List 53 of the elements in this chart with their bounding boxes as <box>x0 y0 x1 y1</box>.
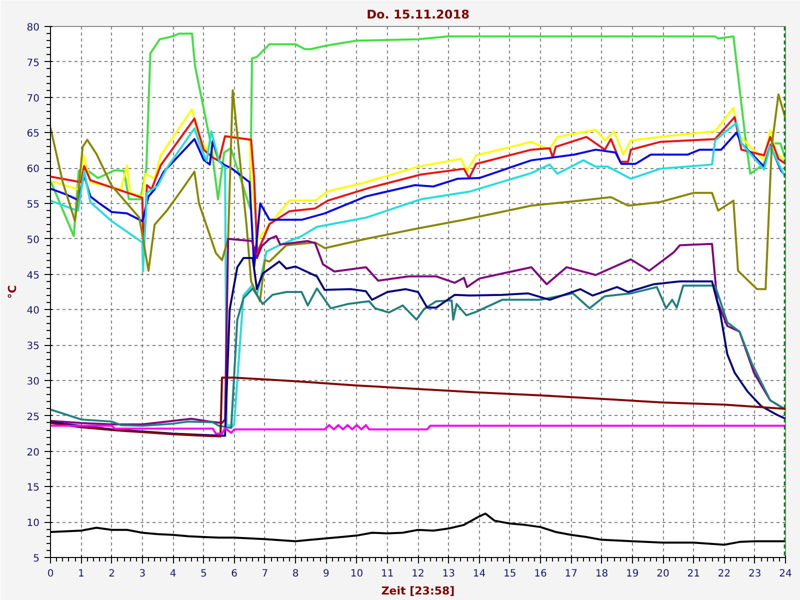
y-tick-label: 5 <box>33 554 40 564</box>
y-tick-label: 30 <box>26 376 40 388</box>
y-tick-label: 40 <box>26 306 40 317</box>
line-series <box>50 284 786 429</box>
x-tick-label: 5 <box>200 568 207 580</box>
x-tick-label: 4 <box>170 568 176 580</box>
x-tick-label: 12 <box>412 568 424 580</box>
y-tick-label: 75 <box>26 58 40 69</box>
x-tick-label: 20 <box>656 568 670 580</box>
x-tick-label: 7 <box>262 568 268 580</box>
y-tick-label: 35 <box>26 341 40 352</box>
y-tick-label: 80 <box>26 22 40 34</box>
x-tick-label: 10 <box>350 568 364 580</box>
x-tick-label: 11 <box>381 568 394 580</box>
y-axis-title: °C <box>6 285 19 299</box>
x-tick-label: 3 <box>139 568 146 580</box>
y-tick-label: 70 <box>26 93 40 104</box>
line-series <box>50 106 786 240</box>
y-tick-label: 20 <box>26 447 40 458</box>
x-tick-label: 6 <box>231 568 238 580</box>
x-tick-label: 9 <box>322 568 330 580</box>
x-tick-label: 15 <box>504 568 516 580</box>
line-series <box>50 122 786 428</box>
x-tick-label: 17 <box>564 568 578 580</box>
x-tick-label: 0 <box>47 568 54 580</box>
x-tick-label: 23 <box>748 568 762 580</box>
x-tick-label: 13 <box>442 568 455 580</box>
line-series <box>50 116 786 256</box>
x-tick-label: 24 <box>779 568 792 580</box>
line-series <box>50 32 786 238</box>
line-series <box>50 257 786 437</box>
x-tick-label: 2 <box>108 568 115 580</box>
y-tick-label: 45 <box>26 270 40 282</box>
line-series <box>50 89 786 302</box>
x-axis-title: Zeit [23:58] <box>381 584 455 598</box>
x-tick-label: 16 <box>534 568 547 580</box>
x-tick-label: 14 <box>472 568 486 580</box>
line-series <box>50 424 786 435</box>
x-tick-label: 1 <box>78 568 84 580</box>
chart-title: Do. 15.11.2018 <box>366 8 470 22</box>
y-tick-label: 10 <box>26 518 40 530</box>
y-tick-label: 50 <box>26 234 40 246</box>
y-tick-label: 60 <box>26 164 40 176</box>
x-tick-label: 8 <box>292 568 299 580</box>
x-tick-label: 22 <box>718 568 731 580</box>
y-tick-label: 15 <box>26 482 40 494</box>
x-tick-label: 19 <box>626 568 639 580</box>
y-tick-label: 65 <box>26 128 40 140</box>
x-tick-label: 18 <box>595 568 608 580</box>
y-tick-label: 55 <box>26 200 40 210</box>
line-series <box>50 376 786 438</box>
x-tick-label: 21 <box>687 568 700 580</box>
y-tick-label: 25 <box>26 412 40 423</box>
